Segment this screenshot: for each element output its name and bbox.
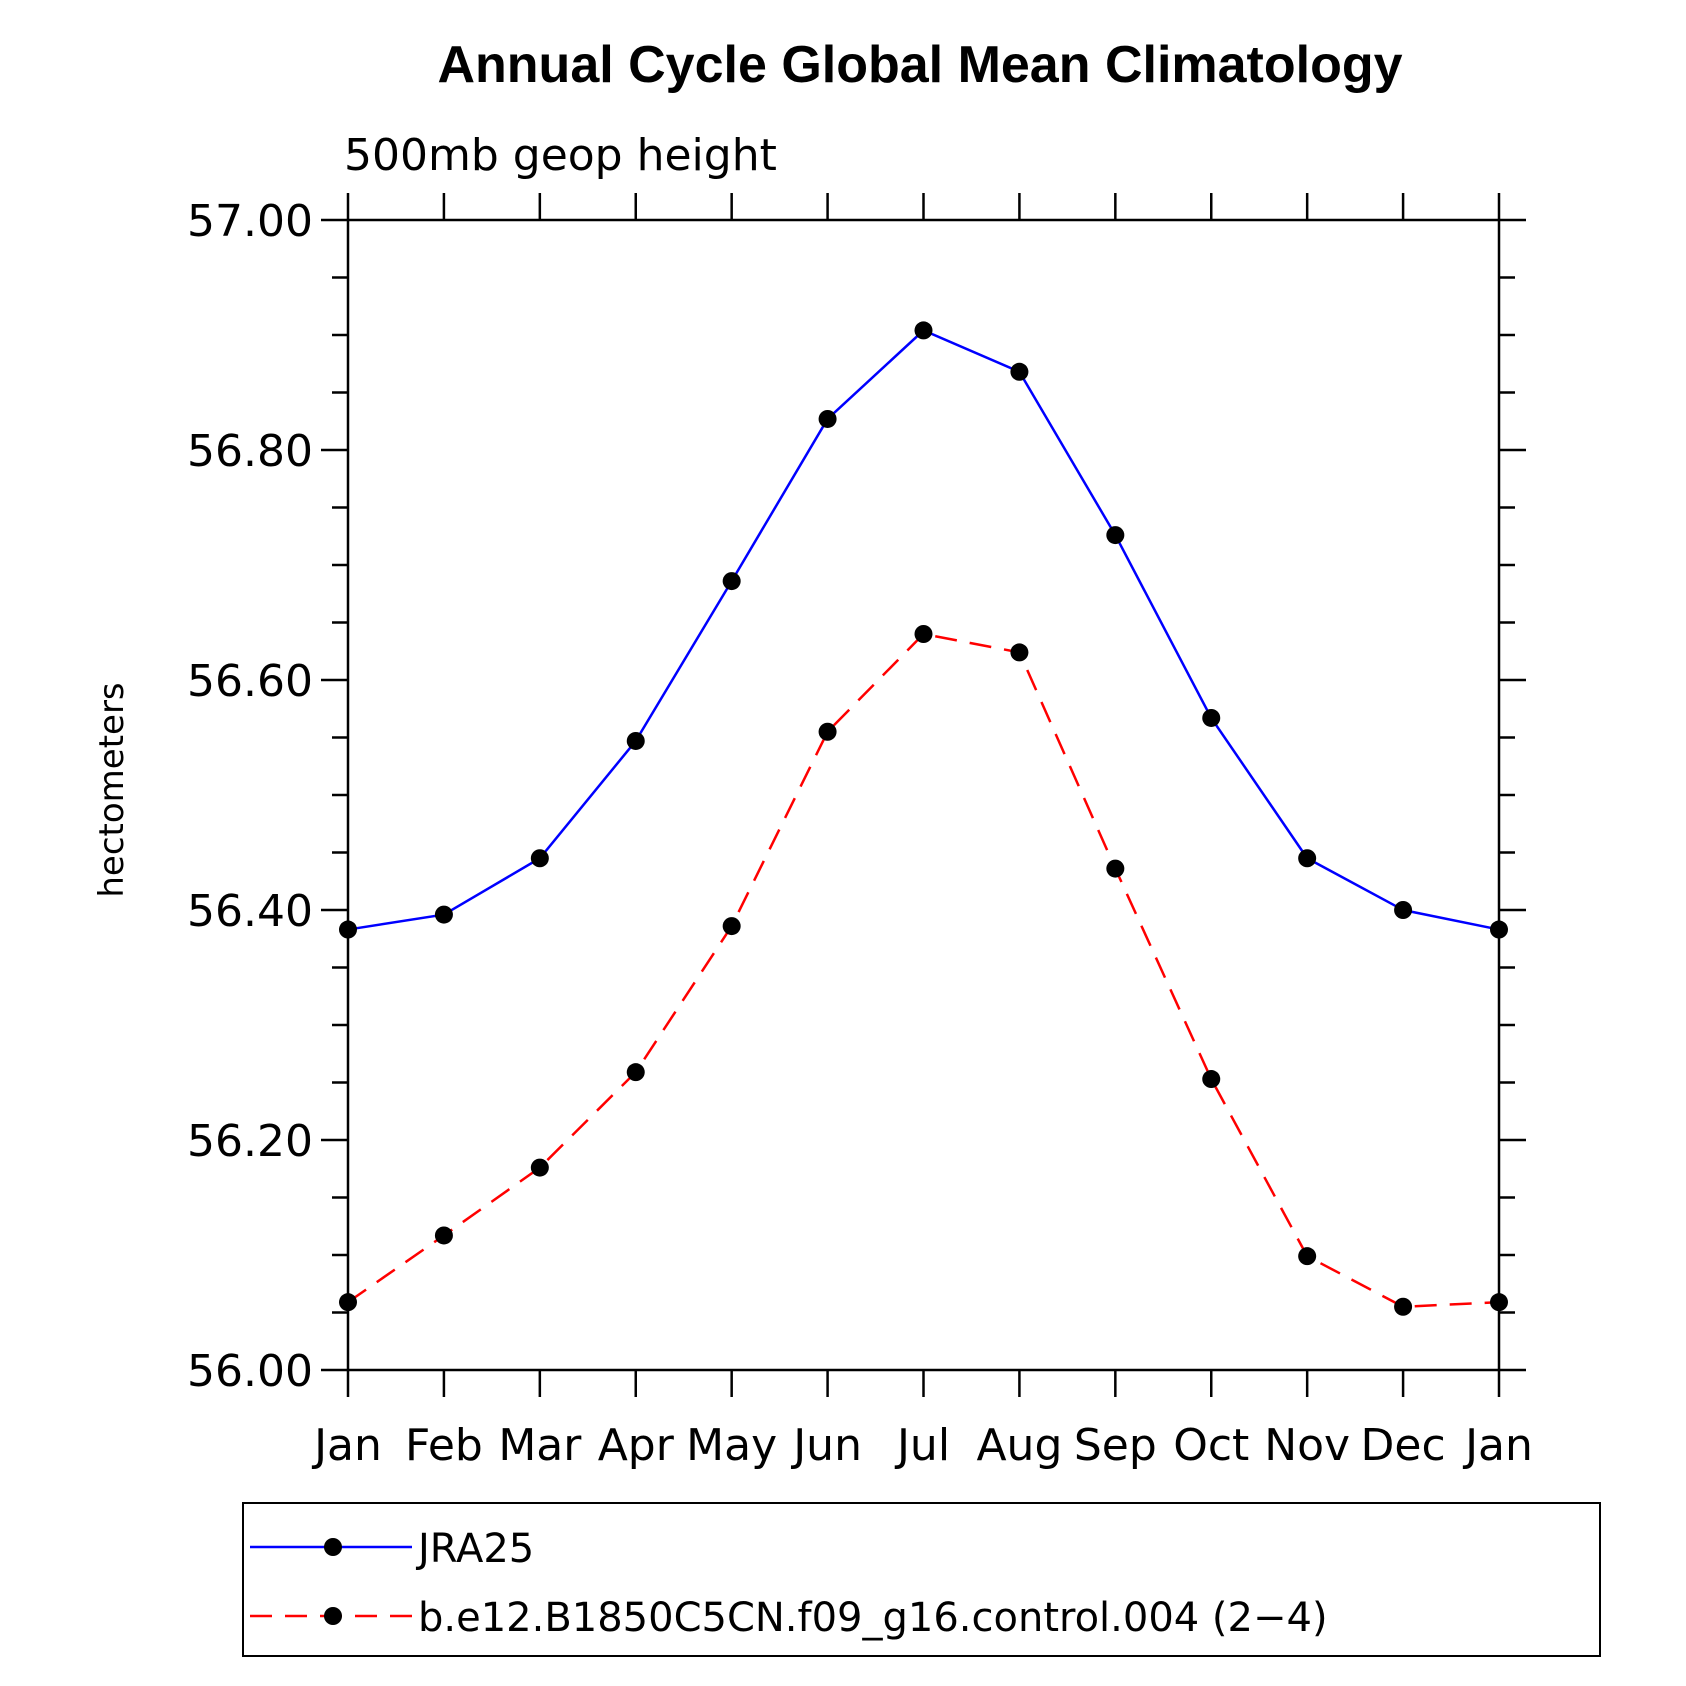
- data-point: [914, 321, 933, 340]
- data-point: [1202, 1070, 1221, 1089]
- y-tick-label: 56.20: [187, 1116, 313, 1167]
- data-point: [626, 1063, 645, 1082]
- data-point: [914, 625, 933, 643]
- data-point: [1490, 920, 1508, 939]
- y-tick-label: 56.00: [187, 1346, 313, 1397]
- legend-box: [242, 1502, 1601, 1657]
- data-point: [1298, 849, 1317, 868]
- y-tick-label: 56.80: [187, 426, 313, 477]
- x-tick-label: Dec: [1361, 1420, 1446, 1471]
- x-tick-label: Oct: [1173, 1420, 1249, 1471]
- y-tick-labels: 56.00 56.20 56.40 56.60 56.80 57.00: [187, 196, 313, 1397]
- data-point: [1202, 708, 1221, 727]
- data-point: [626, 731, 645, 750]
- x-tick-label: Mar: [498, 1420, 582, 1471]
- chart-subtitle: 500mb geop height: [344, 130, 777, 181]
- plot-frame: [346, 218, 1501, 1372]
- y-tick-label: 56.60: [187, 656, 313, 707]
- data-point: [1490, 1293, 1508, 1312]
- x-tick-label: Jul: [894, 1420, 950, 1471]
- series-line-1: [347, 632, 1500, 1309]
- x-tick-label: Apr: [598, 1420, 675, 1471]
- data-point: [722, 917, 741, 936]
- legend-label-model: b.e12.B1850C5CN.f09_g16.control.004 (2−4…: [418, 1595, 1328, 1641]
- axes: [321, 193, 1526, 1397]
- x-tick-label: Feb: [405, 1420, 483, 1471]
- y-tick-label: 56.40: [187, 886, 313, 937]
- y-tick-label: 57.00: [187, 196, 313, 247]
- data-point: [1106, 526, 1125, 545]
- data-point: [1010, 362, 1029, 381]
- y-axis-label: hectometers: [92, 682, 132, 897]
- data-point: [1394, 1297, 1413, 1316]
- data-point: [1298, 1247, 1317, 1266]
- data-point: [818, 409, 837, 428]
- x-tick-label: Nov: [1264, 1420, 1350, 1471]
- data-point: [1394, 901, 1413, 919]
- data-point: [818, 722, 837, 741]
- x-tick-label: Sep: [1074, 1420, 1157, 1471]
- x-tick-label: Jan: [1462, 1420, 1533, 1471]
- series-group: [339, 321, 1508, 1316]
- data-point: [339, 1293, 357, 1312]
- data-point: [339, 920, 357, 939]
- data-point: [1106, 859, 1125, 878]
- x-tick-label: Jan: [311, 1420, 382, 1471]
- legend-label-jra25: JRA25: [415, 1526, 534, 1572]
- x-tick-label: Aug: [976, 1420, 1062, 1471]
- legend-marker-jra25: [324, 1538, 342, 1556]
- data-point: [722, 572, 741, 591]
- x-tick-labels: Jan Feb Mar Apr May Jun Jul Aug Sep Oct Nov Dec Jan: [311, 1420, 1533, 1471]
- chart-title: Annual Cycle Global Mean Climatology: [437, 36, 1402, 94]
- data-point: [434, 905, 453, 924]
- legend: JRA25 b.e12.B1850C5CN.f09_g16.control.00…: [242, 1502, 1601, 1657]
- x-tick-label: Jun: [790, 1420, 862, 1471]
- data-point: [1010, 643, 1029, 662]
- x-tick-label: May: [686, 1420, 777, 1471]
- data-point: [434, 1226, 453, 1245]
- legend-marker-model: [324, 1607, 342, 1625]
- data-point: [530, 1158, 549, 1177]
- data-point: [530, 849, 549, 868]
